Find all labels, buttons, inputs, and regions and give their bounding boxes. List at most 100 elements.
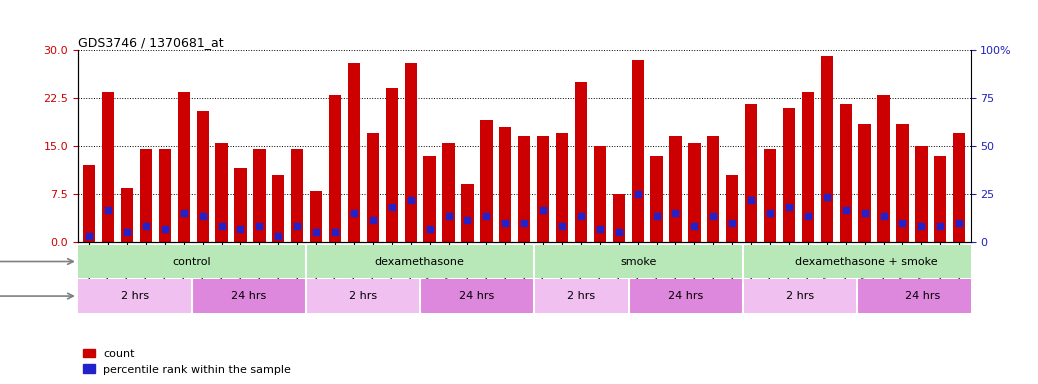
Bar	[120, 187, 133, 242]
Bar	[499, 127, 512, 242]
Bar	[159, 149, 171, 242]
Point	[951, 220, 967, 226]
Point	[573, 213, 590, 219]
Point	[440, 213, 457, 219]
Point	[723, 220, 740, 226]
Bar	[707, 136, 719, 242]
Bar	[670, 136, 682, 242]
Bar	[518, 136, 530, 242]
Bar	[177, 91, 190, 242]
Text: dexamethasone: dexamethasone	[375, 257, 465, 266]
Bar	[896, 124, 908, 242]
Text: GDS3746 / 1370681_at: GDS3746 / 1370681_at	[78, 36, 223, 49]
Point	[553, 223, 570, 229]
Point	[838, 207, 854, 213]
Point	[610, 229, 627, 235]
Bar	[461, 184, 473, 242]
Point	[592, 226, 608, 232]
Bar	[196, 111, 209, 242]
Point	[100, 207, 116, 213]
Point	[819, 194, 836, 200]
Bar	[348, 63, 360, 242]
Point	[421, 226, 438, 232]
Bar	[631, 60, 644, 242]
Text: 2 hrs: 2 hrs	[120, 291, 148, 301]
Bar	[934, 156, 947, 242]
Bar	[856, 279, 989, 313]
Bar	[840, 104, 852, 242]
Bar	[742, 279, 856, 313]
Bar	[481, 120, 492, 242]
Bar	[537, 136, 549, 242]
Text: 24 hrs: 24 hrs	[668, 291, 704, 301]
Point	[138, 223, 155, 229]
Bar	[688, 143, 701, 242]
Bar	[745, 104, 758, 242]
Legend: count, percentile rank within the sample: count, percentile rank within the sample	[83, 349, 292, 375]
Bar	[801, 91, 814, 242]
Point	[118, 229, 135, 235]
Bar	[306, 245, 534, 278]
Point	[932, 223, 949, 229]
Point	[327, 229, 344, 235]
Point	[875, 213, 892, 219]
Point	[856, 210, 873, 216]
Point	[403, 197, 419, 204]
Text: 24 hrs: 24 hrs	[231, 291, 267, 301]
Bar	[877, 95, 890, 242]
Point	[497, 220, 514, 226]
Bar	[858, 124, 871, 242]
Bar	[727, 175, 738, 242]
Text: 2 hrs: 2 hrs	[349, 291, 377, 301]
Text: smoke: smoke	[620, 257, 656, 266]
Bar	[594, 146, 606, 242]
Point	[251, 223, 268, 229]
Text: dexamethasone + smoke: dexamethasone + smoke	[795, 257, 937, 266]
Point	[459, 217, 475, 223]
Bar	[742, 245, 989, 278]
Bar	[253, 149, 266, 242]
Bar	[534, 279, 629, 313]
Bar	[310, 191, 322, 242]
Bar	[575, 82, 588, 242]
Point	[535, 207, 551, 213]
Bar	[78, 279, 192, 313]
Bar	[306, 279, 419, 313]
Bar	[651, 156, 662, 242]
Bar	[83, 165, 95, 242]
Point	[799, 213, 816, 219]
Text: 24 hrs: 24 hrs	[905, 291, 940, 301]
Point	[289, 223, 305, 229]
Bar	[216, 143, 227, 242]
Bar	[291, 149, 303, 242]
Point	[894, 220, 910, 226]
Bar	[140, 149, 153, 242]
Text: control: control	[172, 257, 211, 266]
Point	[213, 223, 229, 229]
Bar	[405, 63, 417, 242]
Bar	[235, 168, 247, 242]
Point	[383, 204, 400, 210]
Bar	[329, 95, 342, 242]
Text: 24 hrs: 24 hrs	[459, 291, 494, 301]
Point	[346, 210, 362, 216]
Point	[81, 232, 98, 238]
Point	[308, 229, 325, 235]
Point	[762, 210, 778, 216]
Bar	[442, 143, 455, 242]
Point	[686, 223, 703, 229]
Point	[781, 204, 797, 210]
Point	[364, 217, 381, 223]
Point	[175, 210, 192, 216]
Bar	[764, 149, 776, 242]
Bar	[366, 133, 379, 242]
Point	[270, 232, 286, 238]
Point	[233, 226, 249, 232]
Point	[516, 220, 532, 226]
Bar	[783, 108, 795, 242]
Point	[649, 213, 665, 219]
Point	[705, 213, 721, 219]
Bar	[424, 156, 436, 242]
Bar	[272, 175, 284, 242]
Point	[743, 197, 760, 204]
